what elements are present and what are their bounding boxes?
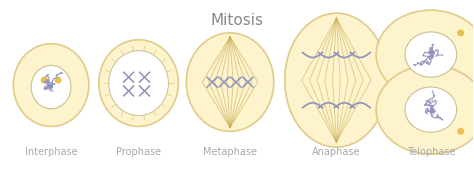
Ellipse shape xyxy=(31,65,71,109)
Text: Prophase: Prophase xyxy=(116,147,161,157)
Ellipse shape xyxy=(376,65,474,154)
Ellipse shape xyxy=(285,13,388,147)
Text: Mitosis: Mitosis xyxy=(210,13,264,28)
Ellipse shape xyxy=(405,32,457,77)
Text: Metaphase: Metaphase xyxy=(203,147,257,157)
Circle shape xyxy=(41,77,47,84)
Text: Anaphase: Anaphase xyxy=(312,147,361,157)
Ellipse shape xyxy=(13,44,89,126)
Text: Interphase: Interphase xyxy=(25,147,77,157)
Ellipse shape xyxy=(109,51,168,116)
Ellipse shape xyxy=(99,40,178,126)
Ellipse shape xyxy=(186,33,274,131)
Text: Telophase: Telophase xyxy=(407,147,455,157)
Ellipse shape xyxy=(405,87,457,132)
Ellipse shape xyxy=(376,10,474,99)
Circle shape xyxy=(457,128,464,135)
Circle shape xyxy=(457,29,464,36)
Circle shape xyxy=(55,77,62,84)
